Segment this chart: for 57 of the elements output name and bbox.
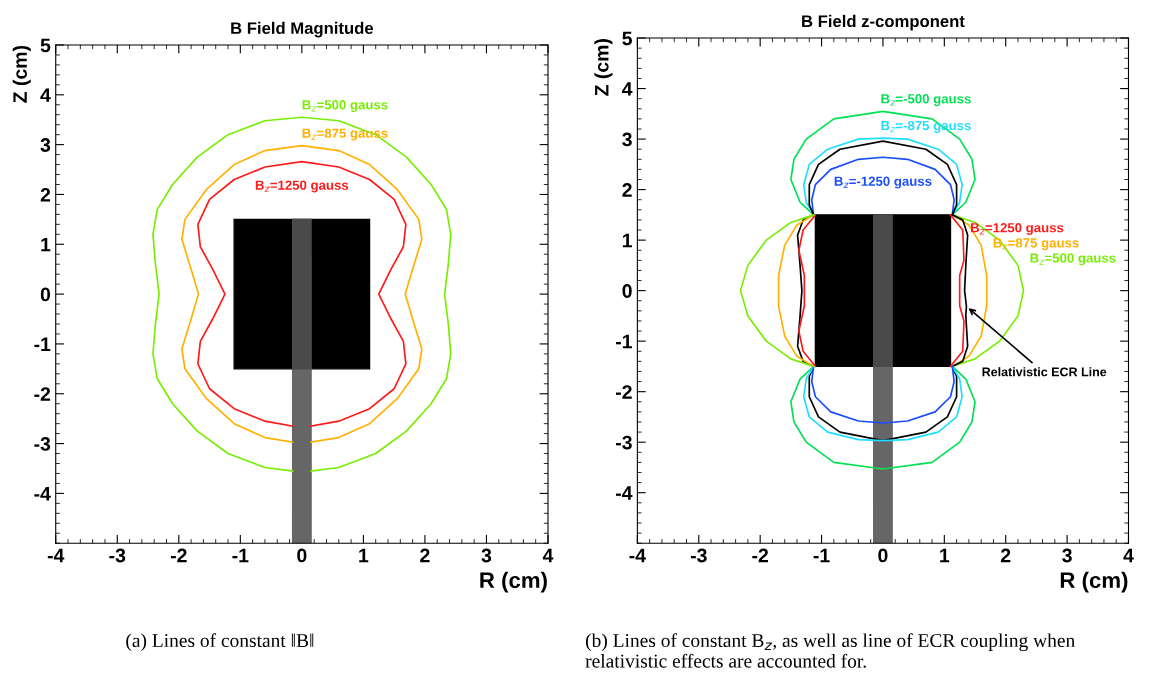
x-axis-title: R (cm) [1060,571,1128,593]
text: (a) Lines of constant ‖B‖ [126,633,314,652]
y-tick-label: -1 [616,334,632,349]
y-tick-label: -3 [34,437,51,451]
x-tick-label: -2 [752,548,769,563]
x-tick-label: 1 [940,548,950,563]
x-axis-title: R (cm) [480,571,547,593]
y-tick-label: 1 [41,237,51,252]
x-tick-label: 2 [420,548,430,563]
y-axis-title: Z (cm) [12,45,31,103]
y-tick-label: 5 [40,38,51,53]
y-tick-label: 1 [622,233,632,248]
y-tick-label: -1 [34,337,51,351]
x-tick-label: 3 [481,548,492,563]
line-series [810,156,955,216]
y-tick-label: 5 [622,31,632,46]
y-tick-label: 2 [40,187,51,202]
chart-title: B Field z-component [802,14,965,31]
y-tick-label: 3 [622,132,632,147]
series-label: B$_{z}$=500 gauss [1030,253,1116,266]
series-label: B$_{z}$=500 gauss [302,100,388,113]
y-tick-label: 4 [622,82,633,96]
x-tick-label: -1 [813,548,830,563]
x-tick-label: 3 [1062,548,1072,563]
line-series [152,116,452,472]
y-tick-label: 4 [40,88,51,102]
line-series [197,160,407,427]
x-tick-label: -3 [109,548,126,563]
x-tick-label: 0 [878,548,888,563]
y-tick-label: -2 [34,387,51,401]
annotation: Relativistic ECR Line [982,367,1107,377]
y-tick-label: 0 [622,284,632,298]
x-tick-label: 4 [1123,548,1134,563]
x-tick-label: -3 [690,548,707,563]
series-label: B$_{z}$=1250 gauss [970,223,1064,236]
line-series [810,365,955,424]
y-tick-label: -2 [616,385,632,399]
y-tick-label: -3 [616,435,632,450]
text: (b) Lines of constant B$_{z}$, as well as line of ECR coupling when relativistic effects are accounted for. [585,633,1075,668]
x-tick-label: 4 [542,548,554,563]
y-tick-label: -4 [34,487,51,501]
y-axis-title: Z (cm) [594,39,613,96]
y-tick-label: 3 [40,138,51,152]
x-tick-label: -2 [170,548,187,563]
line-series [949,214,965,368]
y-tick-label: 2 [622,183,632,197]
y-tick-label: -4 [616,486,633,500]
x-tick-label: 1 [359,548,369,563]
x-tick-label: 2 [1000,548,1011,563]
x-tick-label: -1 [232,548,249,563]
series-label: B$_{z}$=1250 gauss [255,180,349,193]
series-label: B$_{z}$=-1250 gauss [834,176,932,189]
line-series [181,144,423,443]
series-label: B$_{z}$=-500 gauss [881,94,971,107]
x-tick-label: 0 [297,548,307,563]
chart-title: B Field Magnitude [231,21,374,38]
y-tick-label: 0 [40,287,51,302]
